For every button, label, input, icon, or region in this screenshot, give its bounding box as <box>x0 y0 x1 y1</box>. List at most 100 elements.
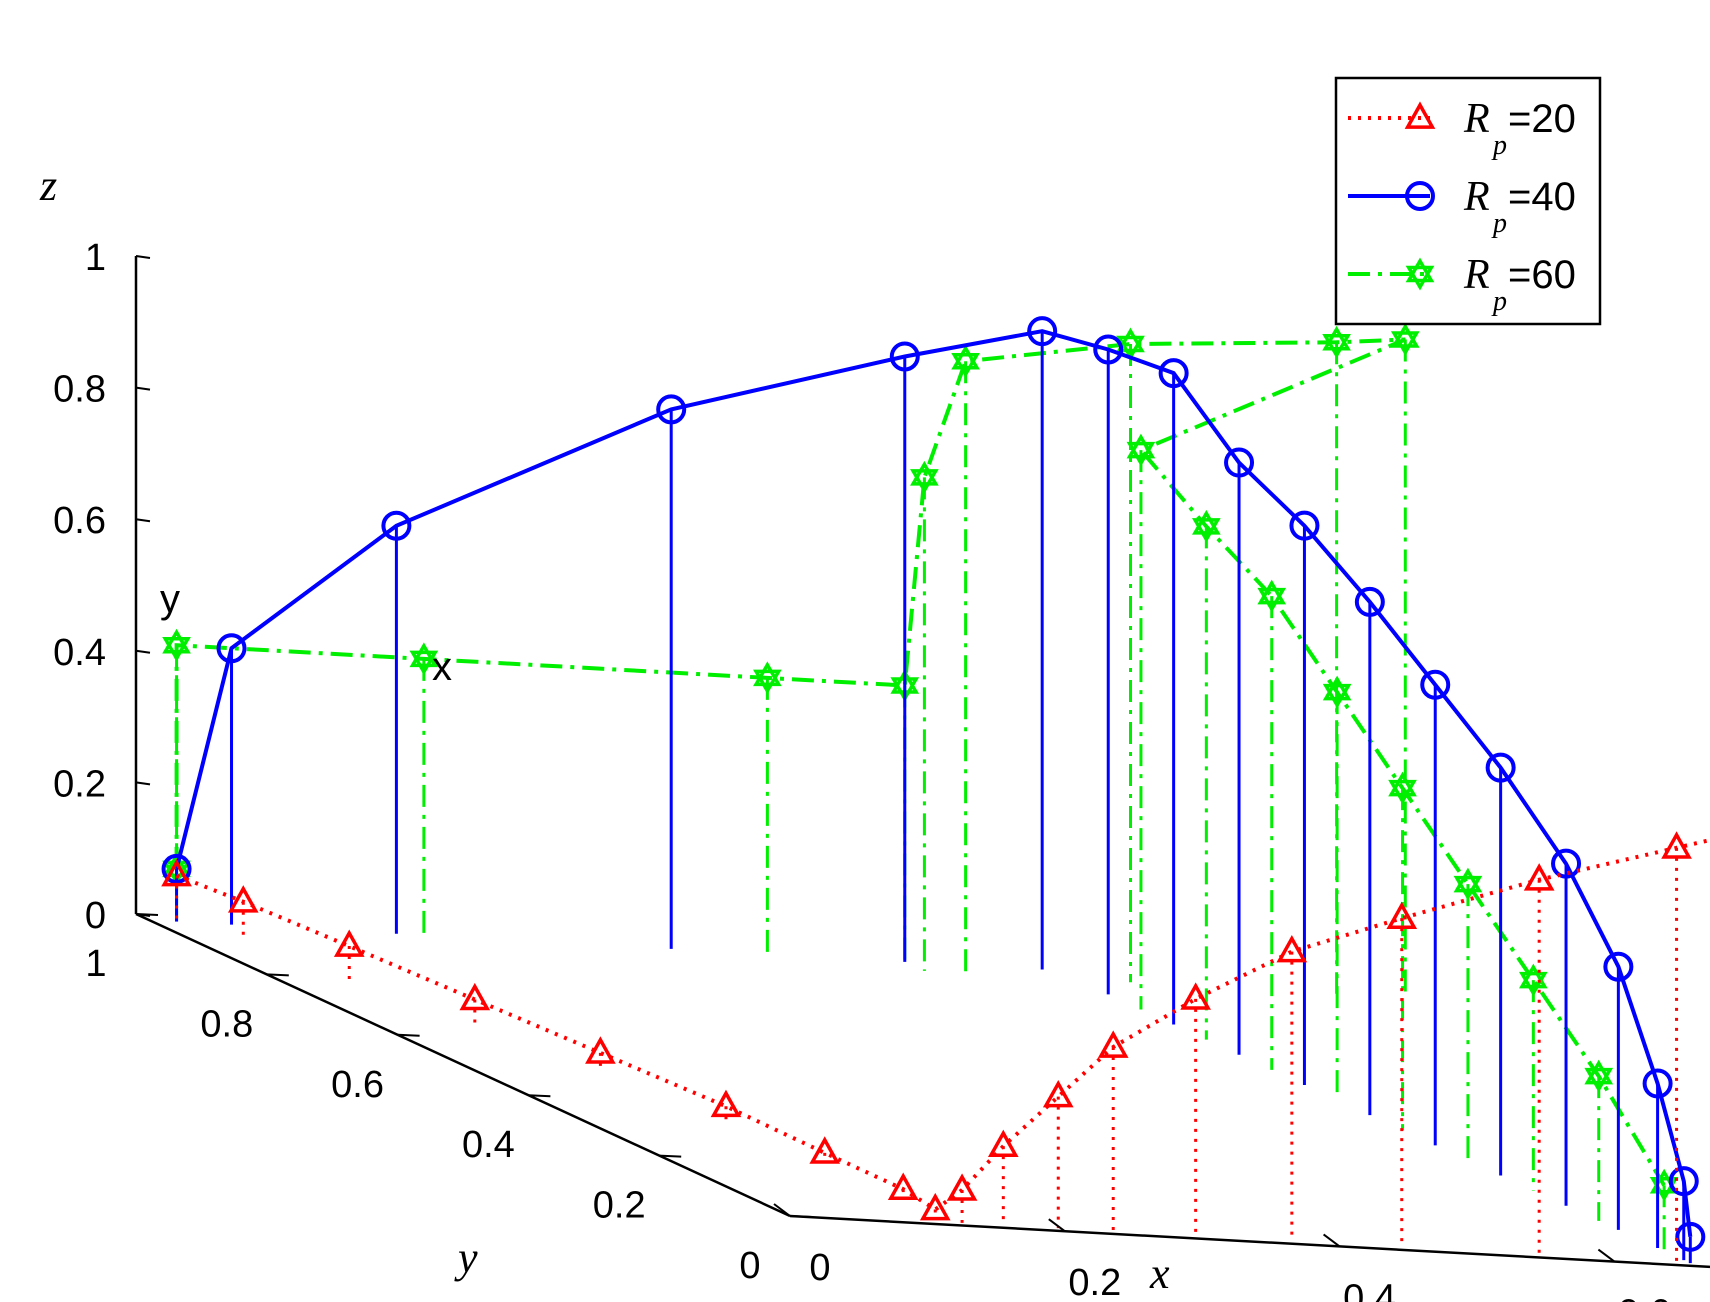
series-1-marker <box>161 853 192 884</box>
x-axis-label: x <box>1149 1249 1170 1298</box>
series-0-marker <box>919 1192 951 1221</box>
legend-symbol-0: R <box>1463 96 1490 142</box>
series-2-marker <box>162 628 191 662</box>
legend-label-0: =20 <box>1508 97 1576 141</box>
legend-subscript-2: p <box>1491 286 1507 317</box>
series-0-marker <box>1386 901 1418 930</box>
series-1-marker <box>1224 447 1255 478</box>
series-1 <box>161 316 1706 1264</box>
y-axis-line <box>135 912 791 1218</box>
z-tick-label: 0.4 <box>53 632 106 674</box>
series-0-marker <box>887 1172 919 1200</box>
series-0-marker <box>1180 982 1211 1010</box>
z-tick-label: 0.8 <box>53 369 106 411</box>
series-0-marker <box>1042 1079 1074 1108</box>
z-tick-label: 0.6 <box>53 500 106 542</box>
legend-marker-2 <box>1405 257 1435 291</box>
y-tick <box>135 913 159 916</box>
series-0 <box>161 831 1710 1263</box>
z-tick <box>135 781 151 786</box>
y-tick <box>397 1033 420 1037</box>
series-0-marker <box>809 1136 841 1164</box>
series-0-marker <box>987 1129 1019 1158</box>
series-1-marker <box>1675 1221 1706 1252</box>
y-tick <box>659 1154 682 1158</box>
series-2-marker <box>1191 509 1221 543</box>
series-1-marker <box>1093 334 1124 365</box>
series-1-marker <box>1420 669 1451 700</box>
series-2-marker <box>1584 1059 1614 1093</box>
x-tick-label: 0.6 <box>1618 1293 1671 1302</box>
z-tick-label: 0.2 <box>53 763 106 805</box>
x-axis-line <box>789 1214 1710 1269</box>
series-2-marker <box>753 661 782 695</box>
series-0-marker <box>1523 863 1555 891</box>
y-tick-label: 0.6 <box>331 1064 384 1106</box>
series-2-line <box>174 337 1666 1187</box>
inset-x-label: x <box>432 645 452 689</box>
series-2-marker <box>1453 867 1483 901</box>
series-2-marker <box>1126 433 1156 467</box>
series-1-marker <box>1158 358 1189 389</box>
z-tick <box>135 386 151 391</box>
series-2-marker <box>1518 963 1548 997</box>
series-1-marker <box>1551 848 1582 879</box>
series-1-marker <box>216 633 247 664</box>
series-0-marker <box>459 982 491 1011</box>
axes-layer: 00.20.40.60.8100.20.40.60.8100.20.40.60.… <box>53 237 1710 1302</box>
series-0-marker <box>161 858 192 887</box>
y-tick-label: 0 <box>739 1245 760 1287</box>
legend-marker-0 <box>1404 101 1436 129</box>
series-0-marker <box>227 885 259 913</box>
series-0-marker <box>1097 1030 1129 1058</box>
series-0-marker <box>710 1089 742 1118</box>
legend-marker-1 <box>1405 181 1435 211</box>
legend-symbol-1: R <box>1463 174 1490 220</box>
series-0-line <box>175 838 1710 1212</box>
series-2-marker <box>1116 327 1145 361</box>
y-axis-label: y <box>454 1233 478 1282</box>
x-tick <box>1048 1218 1066 1232</box>
series-1-marker <box>656 394 687 425</box>
x-tick-label: 0.2 <box>1068 1262 1121 1302</box>
z-tick <box>135 255 151 259</box>
y-tick <box>789 1215 813 1218</box>
series-2-marker <box>1322 325 1351 359</box>
series-1-marker <box>381 510 412 541</box>
y-tick-label: 0.2 <box>593 1185 646 1227</box>
legend-subscript-1: p <box>1491 208 1507 239</box>
series-1-marker <box>1485 752 1516 783</box>
y-tick <box>266 973 289 977</box>
inset-y-label: y <box>160 577 180 621</box>
series-1-line <box>174 329 1693 1238</box>
y-tick-label: 1 <box>85 943 106 985</box>
series-0-marker <box>1276 934 1308 963</box>
series-0-marker <box>585 1036 616 1064</box>
series-layer <box>161 316 1710 1264</box>
legend-label-2: =60 <box>1508 253 1576 297</box>
series-1-marker <box>889 341 920 372</box>
series-1-marker <box>1668 1166 1699 1197</box>
x-tick-label: 0 <box>809 1247 830 1289</box>
series-0-marker <box>333 929 365 957</box>
y-tick-label: 0.4 <box>462 1124 515 1166</box>
x-tick <box>1597 1248 1616 1263</box>
series-1-marker <box>1027 316 1058 347</box>
series-2-marker <box>1322 675 1352 709</box>
series-2-marker <box>1390 323 1420 356</box>
series-1-marker <box>1354 586 1385 617</box>
series-2-marker <box>910 460 939 494</box>
series-2-marker <box>951 344 980 378</box>
legend-label-1: =40 <box>1508 175 1576 219</box>
series-1-marker <box>1642 1068 1673 1099</box>
z-tick <box>135 649 151 654</box>
series-1-marker <box>1289 510 1320 541</box>
y-tick-label: 0.8 <box>200 1003 253 1045</box>
y-tick <box>528 1094 551 1098</box>
x-tick <box>773 1203 791 1217</box>
series-2 <box>162 323 1679 1252</box>
series-0-marker <box>946 1173 978 1201</box>
